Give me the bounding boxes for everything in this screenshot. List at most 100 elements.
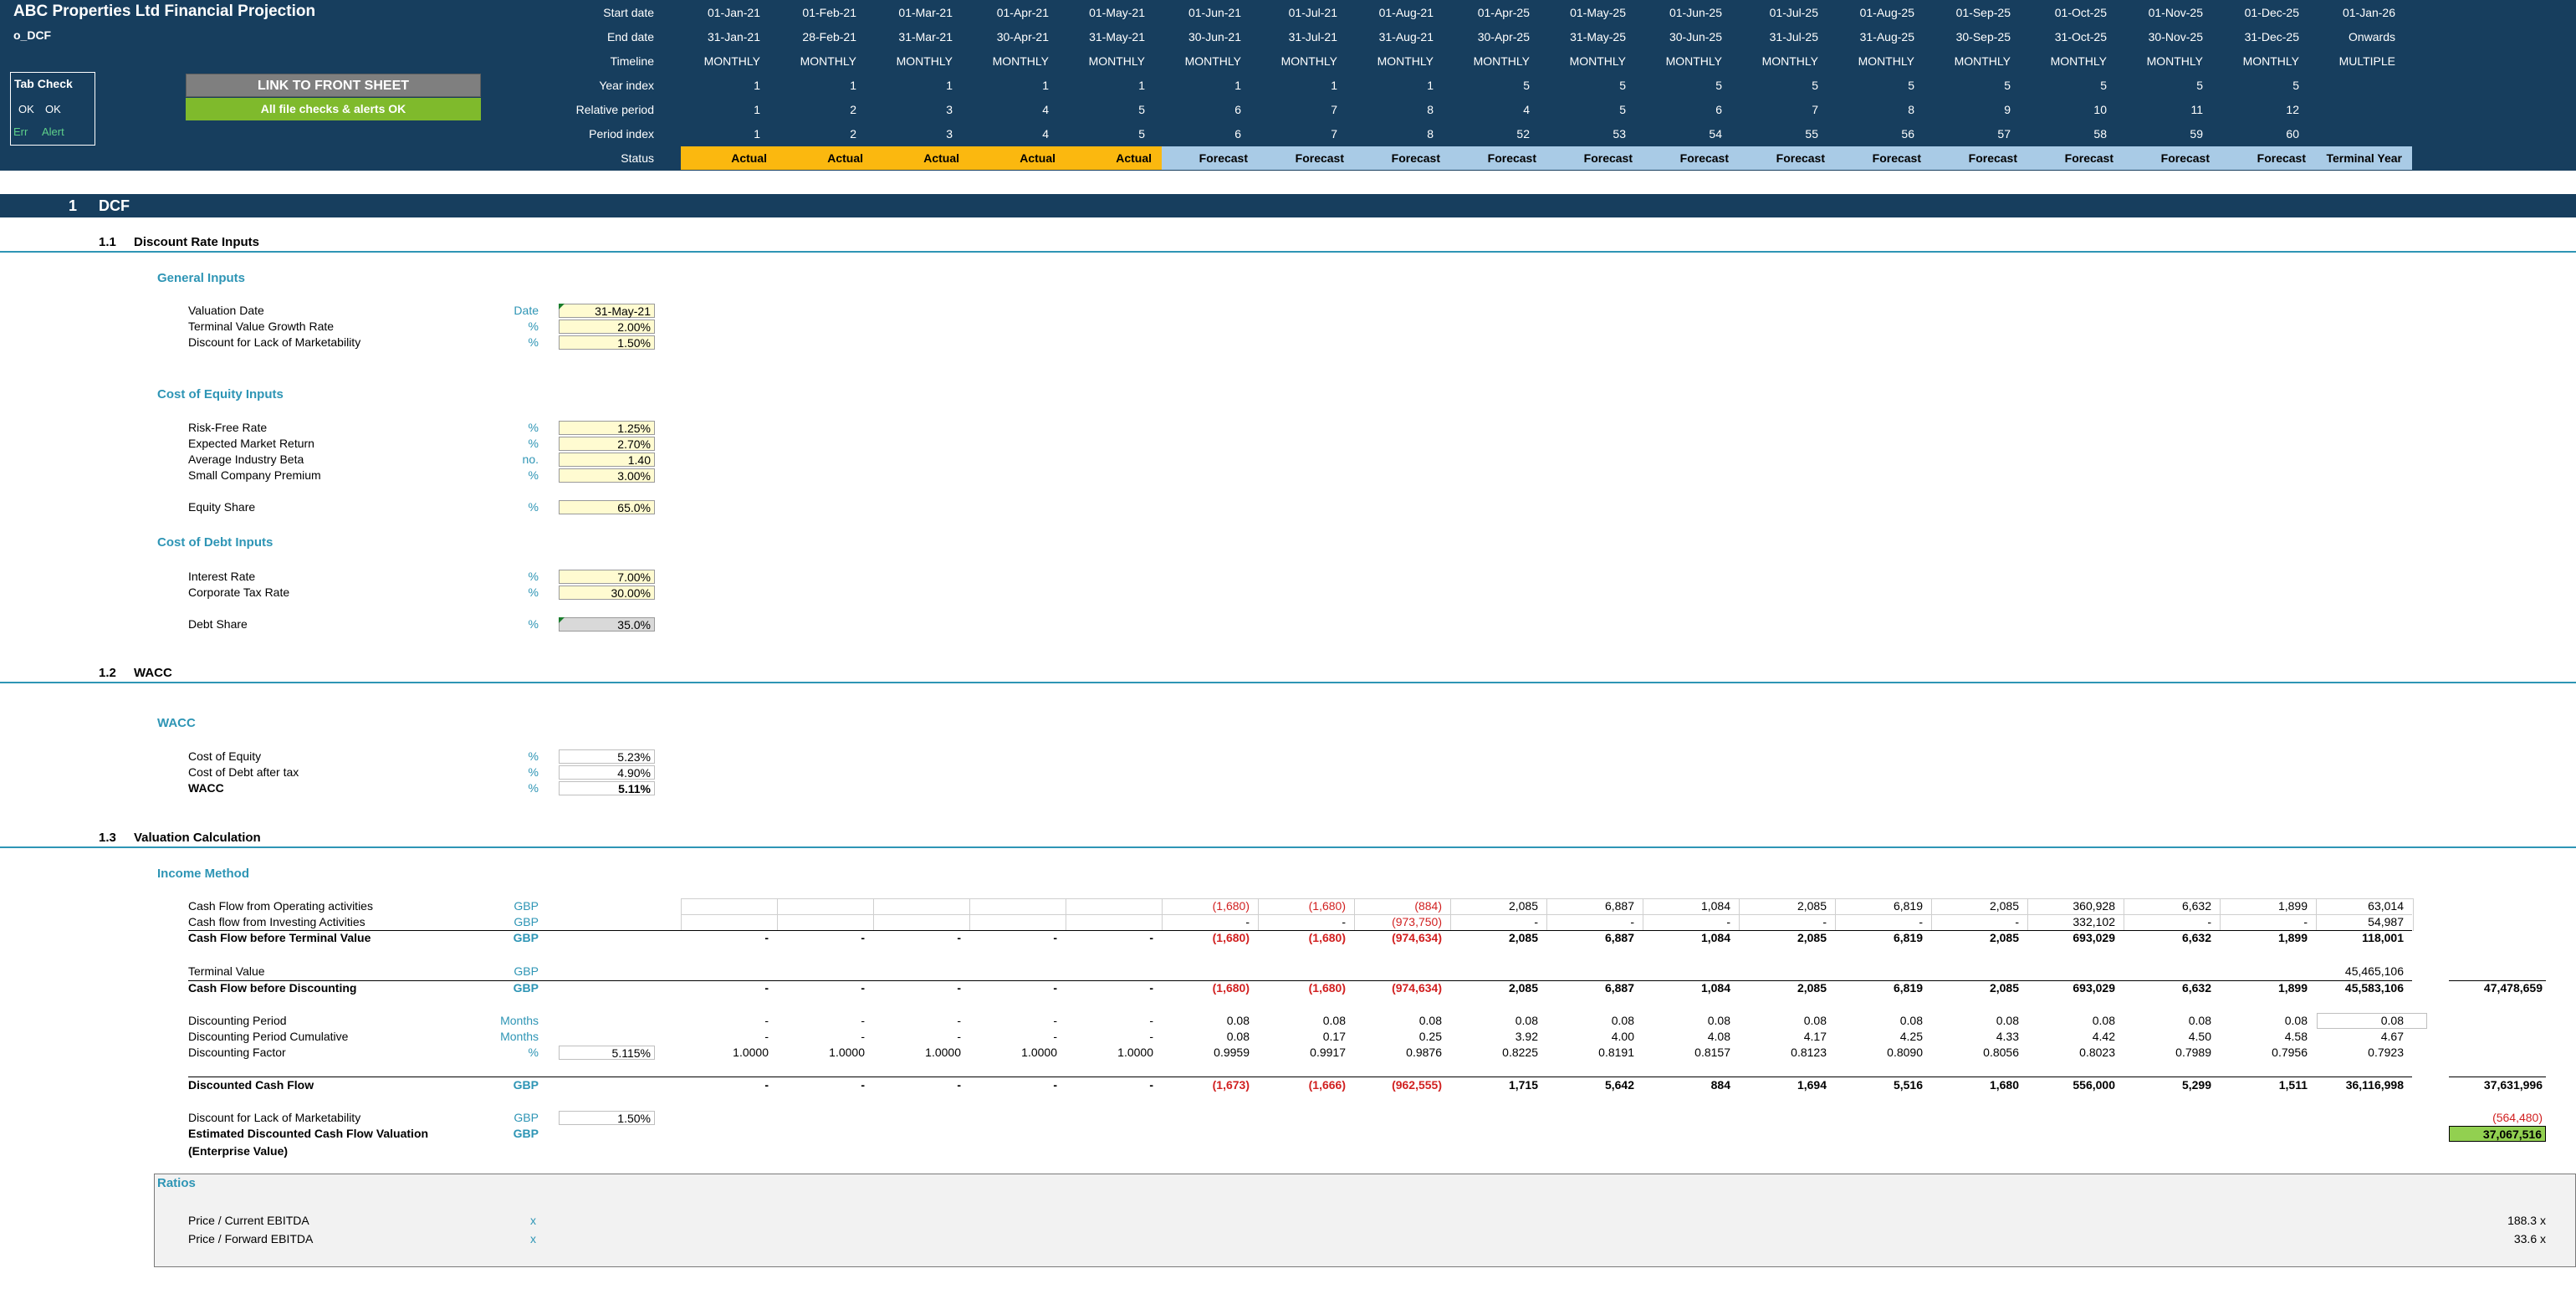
valuation-cell: -	[957, 1030, 961, 1043]
header-cell: 56	[1901, 127, 1914, 141]
input-value-field[interactable]: 31-May-21	[559, 304, 655, 318]
valuation-cell: 3.92	[1515, 1030, 1538, 1043]
tab-check-box	[10, 72, 95, 146]
valuation-cell: (1,680)	[1308, 899, 1346, 913]
header-cell: 12	[2286, 103, 2299, 116]
header-cell: 31-Aug-21	[1378, 30, 1434, 43]
header-cell: 01-Nov-25	[2148, 6, 2203, 19]
valuation-cell: 0.8123	[1791, 1046, 1827, 1059]
valuation-cell: 4.42	[2092, 1030, 2115, 1043]
valuation-row-label: Cash Flow from Operating activities	[188, 899, 373, 913]
input-value-field[interactable]: 30.00%	[559, 586, 655, 600]
ratio-unit: x	[530, 1214, 536, 1227]
status-cell: Forecast	[1931, 146, 2027, 170]
valuation-cell: 45,583,106	[2344, 981, 2404, 995]
status-cell: Forecast	[1354, 146, 1450, 170]
input-value-field[interactable]: 2.70%	[559, 437, 655, 451]
valuation-row-unit: GBP	[514, 915, 539, 928]
input-unit: %	[528, 500, 539, 514]
header-cell: 5	[2196, 79, 2203, 92]
valuation-cell: 6,819	[1893, 981, 1923, 995]
ratios-title: Ratios	[157, 1176, 196, 1190]
input-label: Equity Share	[188, 500, 256, 514]
header-cell: 4	[1042, 103, 1049, 116]
link-to-front-sheet-button[interactable]: LINK TO FRONT SHEET	[186, 74, 481, 97]
header-cell: 01-Jan-21	[707, 6, 760, 19]
header-cell: 5	[1619, 79, 1626, 92]
header-cell: MONTHLY	[1280, 54, 1337, 68]
header-cell: 7	[1331, 127, 1337, 141]
status-cell: Actual	[969, 146, 1066, 170]
header-cell: MONTHLY	[1473, 54, 1530, 68]
valuation-cell: 1.0000	[829, 1046, 865, 1059]
valuation-row-input: 5.115%	[559, 1046, 655, 1060]
header-cell: MONTHLY	[1569, 54, 1626, 68]
header-cell: 55	[1805, 127, 1818, 141]
valuation-cell: 0.9959	[1214, 1046, 1250, 1059]
valuation-cell: 1,899	[2277, 981, 2308, 995]
valuation-cell: 5,516	[1893, 1078, 1923, 1092]
valuation-cell: 0.08	[1515, 1014, 1538, 1027]
valuation-cell: 1,084	[1700, 931, 1730, 944]
header-cell: 5	[1908, 79, 1914, 92]
header-cell: 01-Aug-21	[1378, 6, 1434, 19]
header-cell: 30-Nov-25	[2148, 30, 2203, 43]
header-cell: 01-Jul-21	[1288, 6, 1337, 19]
grid-divider	[681, 914, 2412, 915]
valuation-row-unit: %	[528, 1046, 539, 1059]
valuation-row-unit: GBP	[513, 1127, 539, 1140]
valuation-cell: -	[1053, 981, 1057, 995]
status-cell: Forecast	[1643, 146, 1739, 170]
input-label: Discount for Lack of Marketability	[188, 335, 361, 349]
input-label: Debt Share	[188, 617, 248, 631]
input-value-field[interactable]: 1.25%	[559, 421, 655, 435]
valuation-cell: -	[1726, 915, 1730, 928]
valuation-row-label: Discounting Period	[188, 1014, 287, 1027]
input-value-field[interactable]: 2.00%	[559, 320, 655, 334]
valuation-cell: (1,680)	[1308, 981, 1346, 995]
header-cell: MONTHLY	[2146, 54, 2203, 68]
valuation-cell: 6,632	[2181, 931, 2211, 944]
input-label: Risk-Free Rate	[188, 421, 268, 434]
header-cell: 1	[754, 127, 760, 141]
header-cell: 59	[2190, 127, 2203, 141]
valuation-row-label: Cash Flow before Terminal Value	[188, 931, 371, 944]
total-rule	[2449, 980, 2546, 981]
input-value-field[interactable]: 3.00%	[559, 468, 655, 483]
input-label: Cost of Debt after tax	[188, 765, 299, 779]
section-number: 1	[69, 197, 78, 214]
ratio-unit: x	[530, 1232, 536, 1245]
input-value-field[interactable]: 7.00%	[559, 570, 655, 584]
valuation-cell: 693,029	[2073, 931, 2115, 944]
header-row-label: Timeline	[610, 54, 654, 68]
status-cell: Actual	[777, 146, 873, 170]
valuation-cell: 0.8090	[1887, 1046, 1923, 1059]
header-cell: 31-Oct-25	[2054, 30, 2107, 43]
header-cell: 30-Sep-25	[1955, 30, 2011, 43]
valuation-cell: -	[1149, 981, 1153, 995]
group-title-income-method: Income Method	[157, 867, 250, 881]
input-value-field[interactable]: 1.50%	[559, 335, 655, 350]
valuation-cell: 2,085	[1989, 981, 2019, 995]
subsection-number-1-2: 1.2	[99, 666, 116, 680]
valuation-cell: -	[2303, 915, 2308, 928]
section-title: DCF	[99, 197, 130, 214]
input-value-field: 4.90%	[559, 765, 655, 780]
valuation-total-cell: 47,478,659	[2483, 981, 2543, 995]
valuation-cell: 0.8023	[2079, 1046, 2115, 1059]
header-cell: 5	[2100, 79, 2107, 92]
valuation-cell: (884)	[1414, 899, 1442, 913]
valuation-cell: 0.08	[1996, 1014, 2019, 1027]
valuation-cell: 2,085	[1989, 931, 2019, 944]
header-cell: 7	[1812, 103, 1818, 116]
valuation-cell: -	[861, 931, 865, 944]
valuation-cell: 0.08	[1611, 1014, 1634, 1027]
status-cell: Forecast	[1835, 146, 1931, 170]
valuation-cell: (1,666)	[1308, 1078, 1346, 1092]
valuation-cell: (974,634)	[1392, 931, 1442, 944]
valuation-cell: 0.7956	[2272, 1046, 2308, 1059]
input-value-field[interactable]: 1.40	[559, 453, 655, 467]
header-cell: 52	[1516, 127, 1530, 141]
equity-share-field[interactable]: 65.0%	[559, 500, 655, 514]
header-cell: MULTIPLE	[2338, 54, 2395, 68]
